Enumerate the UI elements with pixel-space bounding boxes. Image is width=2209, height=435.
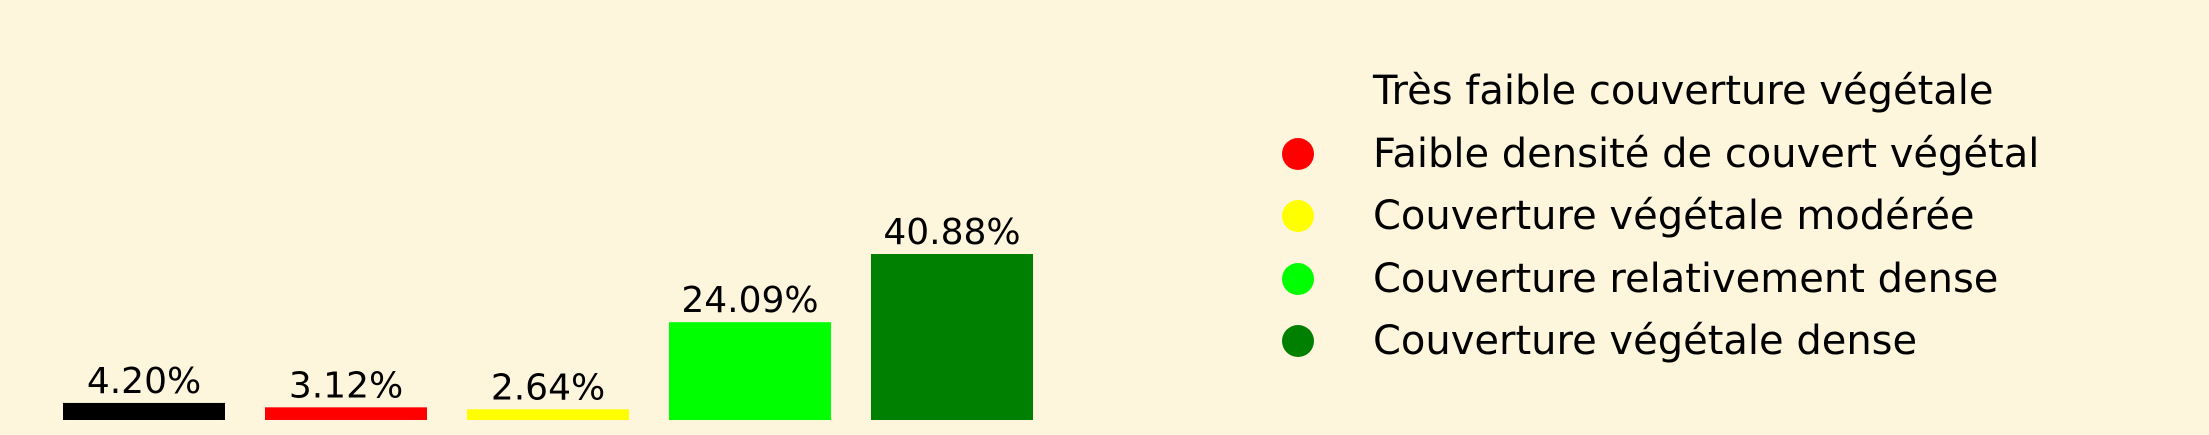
data-label: 4.20% xyxy=(87,361,201,402)
bar xyxy=(265,407,427,420)
bar xyxy=(871,254,1033,420)
legend-item: Très faible couverture végétale xyxy=(1260,60,2160,123)
bar xyxy=(467,409,629,420)
legend-label: Couverture relativement dense xyxy=(1373,255,1999,302)
legend-marker-low xyxy=(1282,137,1314,170)
legend-label: Couverture végétale dense xyxy=(1373,318,1918,365)
data-label: 24.09% xyxy=(681,280,818,321)
legend-marker-relatively-dense xyxy=(1282,262,1314,295)
data-label: 40.88% xyxy=(883,212,1020,253)
bar xyxy=(669,322,831,420)
legend-marker-moderate xyxy=(1282,200,1314,233)
legend: Très faible couverture végétale Faible d… xyxy=(1260,60,2160,373)
bar-chart: 4.20% 3.12% 2.64% 24.09% 40.88% xyxy=(0,0,1100,435)
legend-label: Faible densité de couvert végétal xyxy=(1373,130,2040,177)
legend-item: Faible densité de couvert végétal xyxy=(1260,123,2160,186)
chart-svg: 4.20% 3.12% 2.64% 24.09% 40.88% xyxy=(63,212,1033,420)
legend-item: Couverture végétale modérée xyxy=(1260,185,2160,248)
legend-item: Couverture végétale dense xyxy=(1260,310,2160,373)
bar xyxy=(63,402,225,420)
legend-label: Très faible couverture végétale xyxy=(1373,68,1994,115)
legend-marker-dense xyxy=(1282,325,1314,358)
data-label: 2.64% xyxy=(491,367,605,408)
data-label: 3.12% xyxy=(289,365,403,406)
legend-label: Couverture végétale modérée xyxy=(1373,193,1975,240)
legend-item: Couverture relativement dense xyxy=(1260,248,2160,311)
legend-marker-very-low xyxy=(1282,75,1314,107)
